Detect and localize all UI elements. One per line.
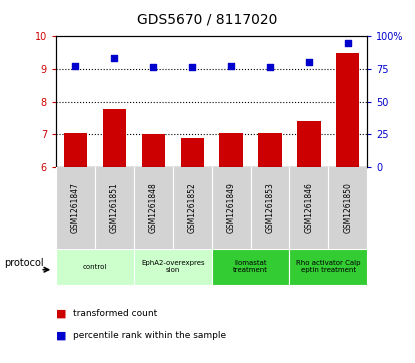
Text: Rho activator Calp
eptin treatment: Rho activator Calp eptin treatment [296, 260, 361, 273]
Text: protocol: protocol [4, 258, 44, 268]
Bar [64, 133, 87, 167]
Text: GSM1261852: GSM1261852 [188, 183, 197, 233]
Text: GSM1261851: GSM1261851 [110, 183, 119, 233]
Bar [220, 133, 243, 167]
Text: ■: ■ [56, 331, 66, 341]
Bar [258, 133, 282, 167]
Point [267, 65, 273, 70]
Point [344, 40, 351, 46]
Bar [134, 249, 212, 285]
Text: ■: ■ [56, 309, 66, 319]
Bar [181, 138, 204, 167]
Text: GSM1261846: GSM1261846 [305, 182, 313, 233]
Bar [56, 249, 134, 285]
Text: control: control [83, 264, 107, 270]
Text: GDS5670 / 8117020: GDS5670 / 8117020 [137, 13, 278, 27]
Point [305, 60, 312, 65]
Point [189, 65, 195, 70]
Point [111, 54, 118, 60]
Text: GSM1261850: GSM1261850 [343, 182, 352, 233]
Text: transformed count: transformed count [73, 310, 157, 318]
Point [150, 65, 156, 70]
Text: GSM1261849: GSM1261849 [227, 182, 236, 233]
Bar [289, 249, 367, 285]
Text: Ilomastat
treatment: Ilomastat treatment [233, 260, 268, 273]
Bar [142, 134, 165, 167]
Point [72, 63, 79, 69]
Bar [212, 249, 289, 285]
Point [228, 63, 234, 69]
Text: percentile rank within the sample: percentile rank within the sample [73, 331, 226, 340]
Bar [103, 109, 126, 167]
Text: EphA2-overexpres
sion: EphA2-overexpres sion [141, 260, 205, 273]
Bar [297, 121, 320, 167]
Text: GSM1261847: GSM1261847 [71, 182, 80, 233]
Text: GSM1261853: GSM1261853 [266, 182, 274, 233]
Bar [336, 53, 359, 167]
Text: GSM1261848: GSM1261848 [149, 183, 158, 233]
